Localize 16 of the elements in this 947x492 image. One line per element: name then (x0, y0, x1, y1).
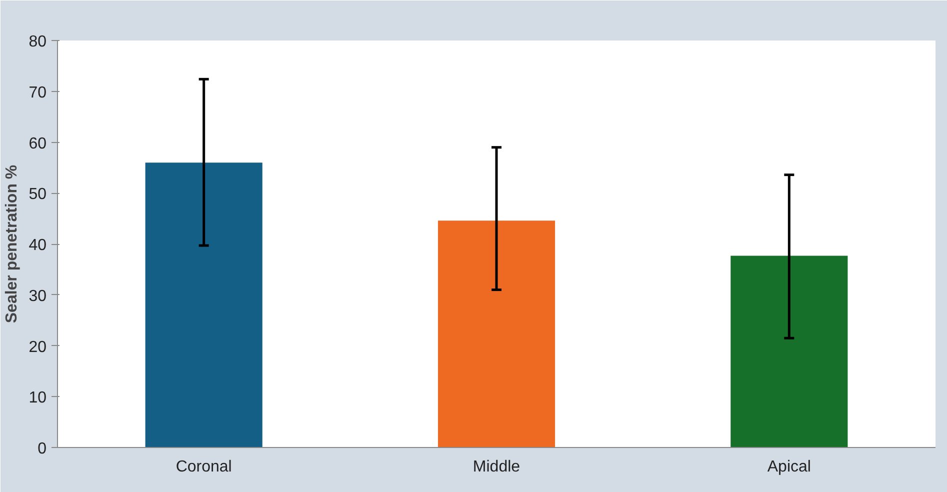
y-axis-title: Sealer penetration % (4, 164, 21, 324)
x-tick-label: Apical (767, 458, 811, 476)
y-tick-label: 40 (28, 237, 47, 254)
bar (438, 220, 556, 448)
y-tick-label: 60 (28, 135, 47, 152)
y-tick-label: 10 (28, 390, 47, 407)
y-tick-label: 70 (28, 84, 47, 102)
bar (730, 256, 848, 448)
y-tick-label: 50 (28, 186, 47, 204)
y-tick-label: 0 (38, 440, 47, 458)
x-tick-label: Middle (472, 458, 520, 476)
y-tick-label: 30 (28, 288, 47, 305)
y-tick-label: 80 (28, 34, 47, 50)
bar (145, 162, 262, 448)
x-tick-label: Coronal (176, 458, 232, 476)
y-tick-label: 20 (28, 338, 47, 356)
